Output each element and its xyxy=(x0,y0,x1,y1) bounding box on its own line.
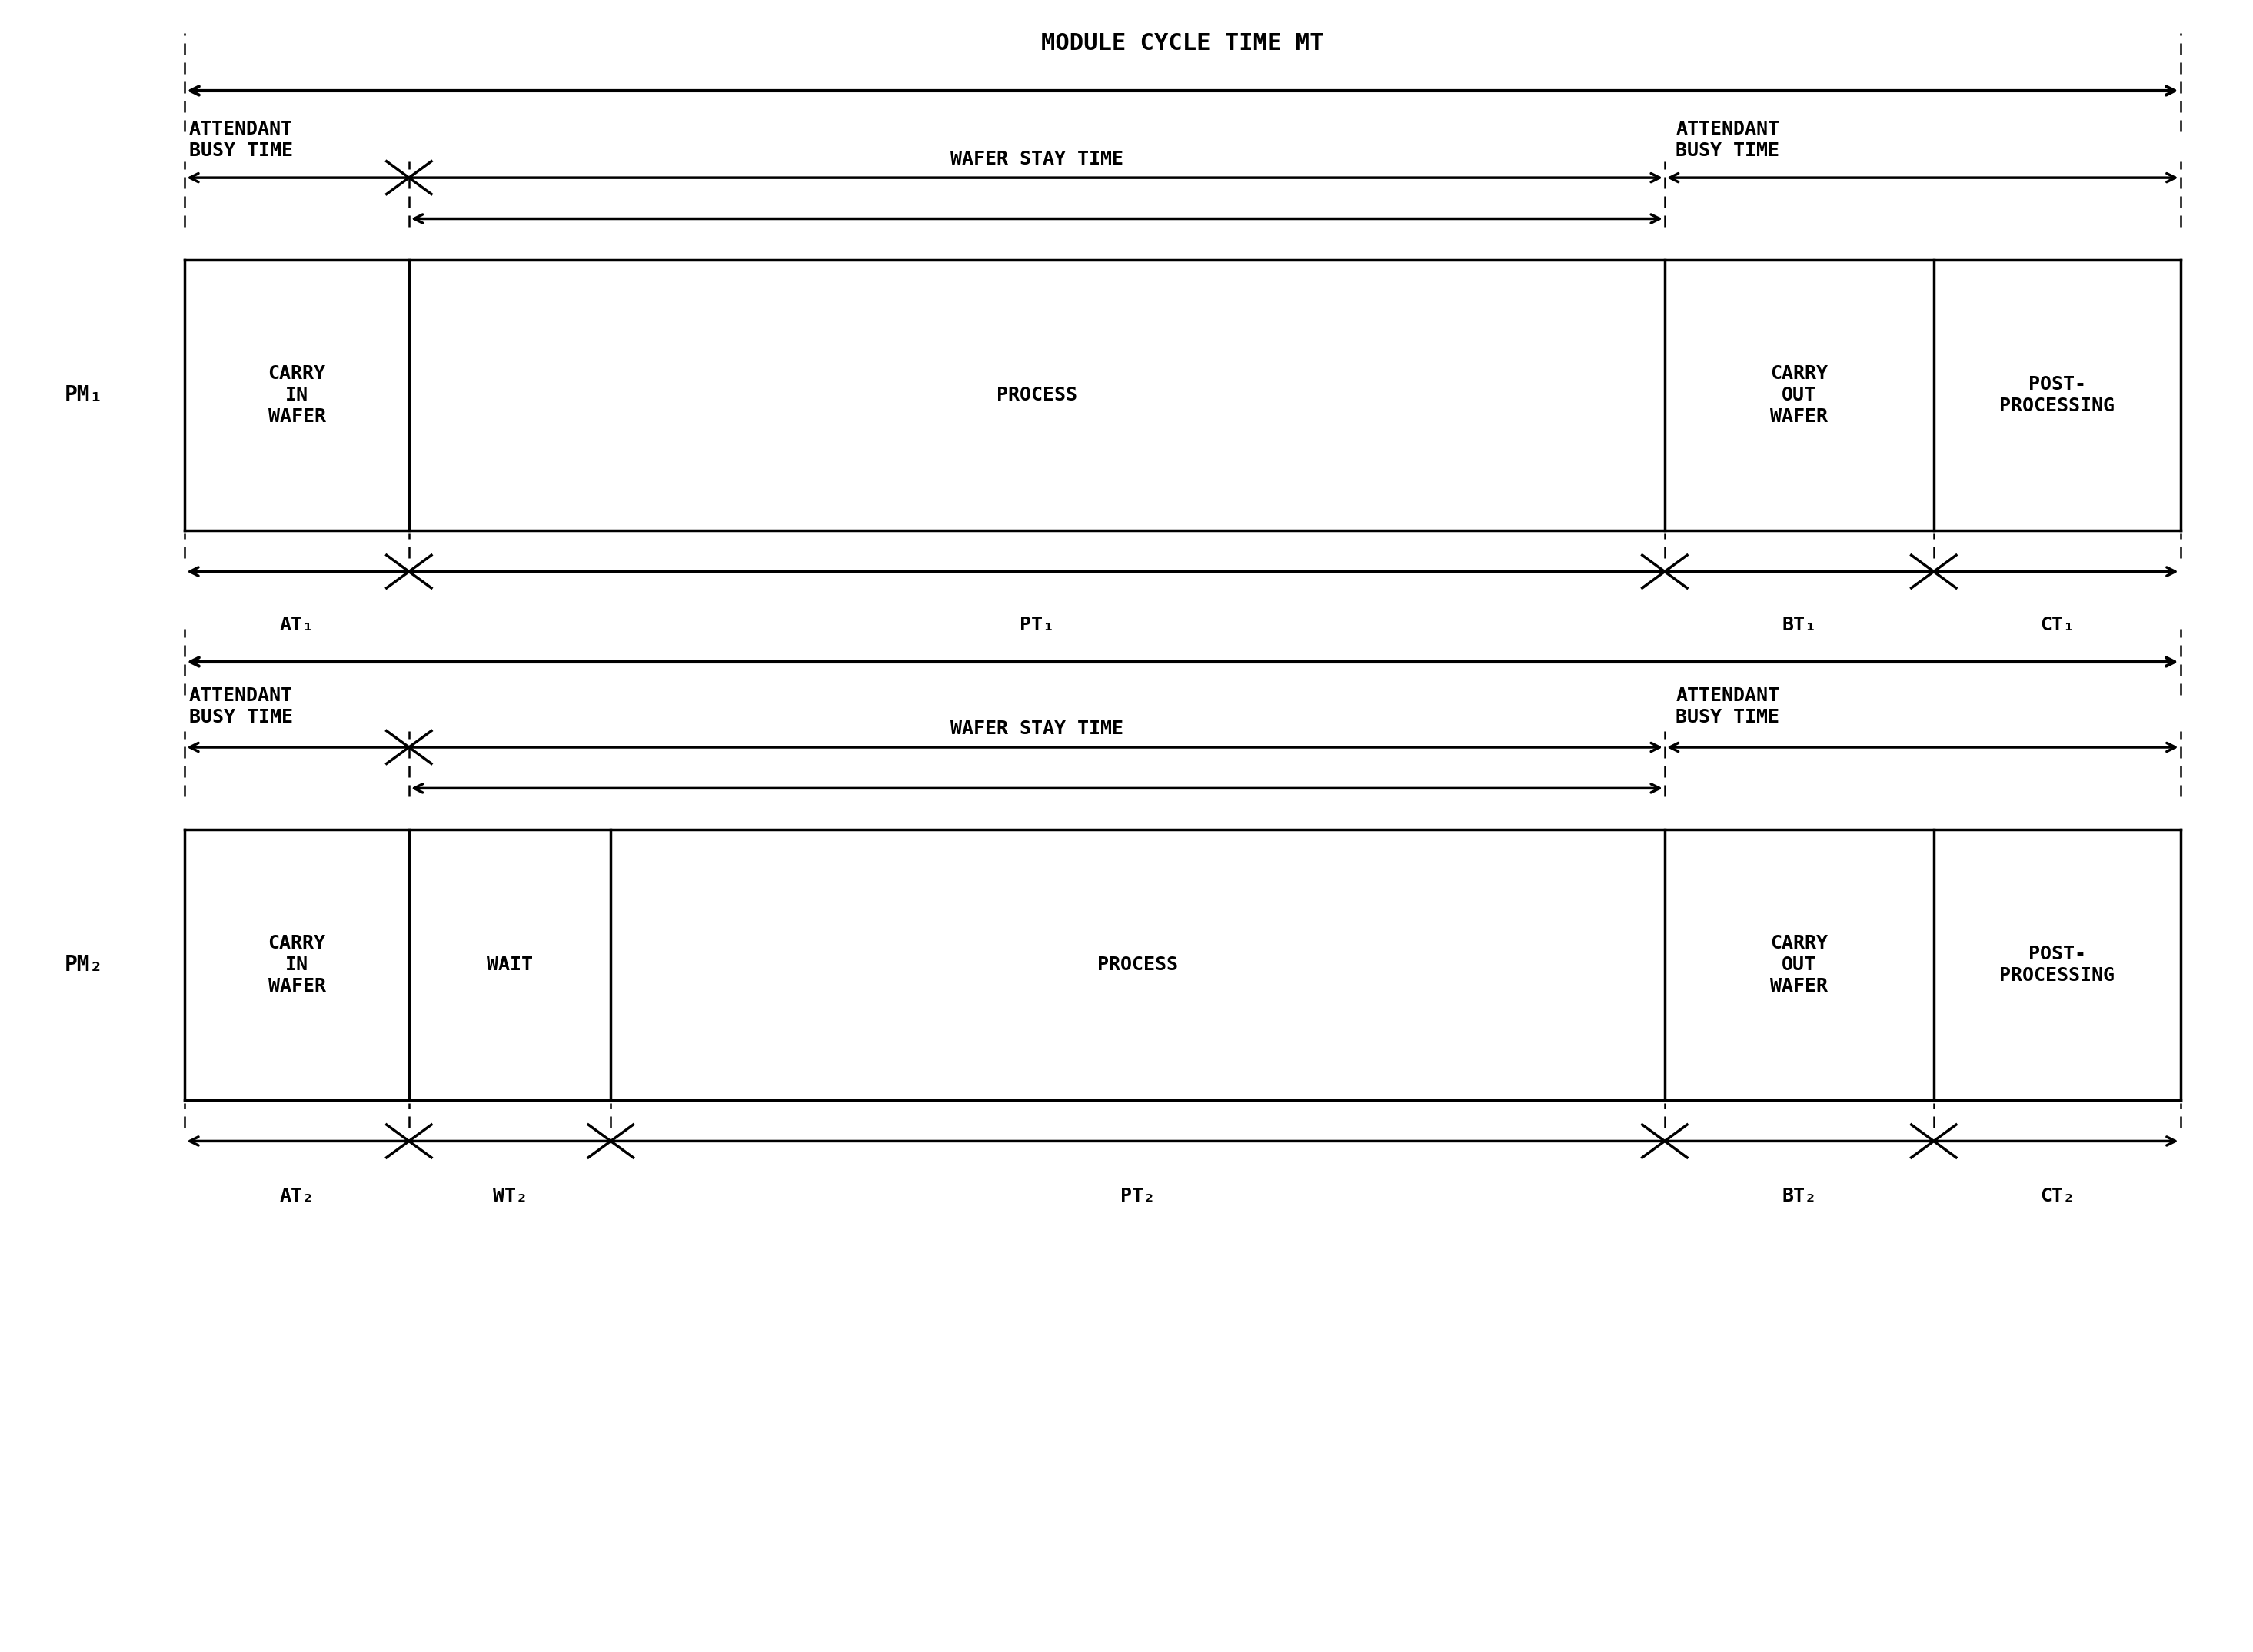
Text: CT₂: CT₂ xyxy=(2039,1188,2075,1206)
Text: MODULE CYCLE TIME MT: MODULE CYCLE TIME MT xyxy=(1041,33,1325,55)
Text: PM₂: PM₂ xyxy=(65,953,104,975)
Text: CT₁: CT₁ xyxy=(2039,616,2075,634)
Text: PM₁: PM₁ xyxy=(65,385,104,406)
Text: ATTENDANT
BUSY TIME: ATTENDANT BUSY TIME xyxy=(1676,121,1780,160)
Text: WT₂: WT₂ xyxy=(493,1188,527,1206)
Text: WAIT: WAIT xyxy=(487,955,534,975)
Text: POST-
PROCESSING: POST- PROCESSING xyxy=(1998,375,2116,415)
Text: BT₁: BT₁ xyxy=(1782,616,1816,634)
Text: POST-
PROCESSING: POST- PROCESSING xyxy=(1998,945,2116,985)
Text: PT₁: PT₁ xyxy=(1021,616,1054,634)
Text: PT₂: PT₂ xyxy=(1120,1188,1156,1206)
Text: WAFER STAY TIME: WAFER STAY TIME xyxy=(951,719,1124,738)
Text: AT₁: AT₁ xyxy=(279,616,313,634)
Text: PROCESS: PROCESS xyxy=(996,387,1077,405)
Text: PROCESS: PROCESS xyxy=(1097,955,1178,975)
Text: CARRY
IN
WAFER: CARRY IN WAFER xyxy=(268,365,327,426)
Text: ATTENDANT
BUSY TIME: ATTENDANT BUSY TIME xyxy=(189,121,293,160)
Text: BT₂: BT₂ xyxy=(1782,1188,1816,1206)
Text: WAFER STAY TIME: WAFER STAY TIME xyxy=(951,150,1124,169)
Text: AT₂: AT₂ xyxy=(279,1188,313,1206)
Text: CARRY
OUT
WAFER: CARRY OUT WAFER xyxy=(1771,933,1827,995)
Text: ATTENDANT
BUSY TIME: ATTENDANT BUSY TIME xyxy=(1676,687,1780,727)
Text: ATTENDANT
BUSY TIME: ATTENDANT BUSY TIME xyxy=(189,687,293,727)
Text: CARRY
OUT
WAFER: CARRY OUT WAFER xyxy=(1771,365,1827,426)
Text: CARRY
IN
WAFER: CARRY IN WAFER xyxy=(268,933,327,995)
